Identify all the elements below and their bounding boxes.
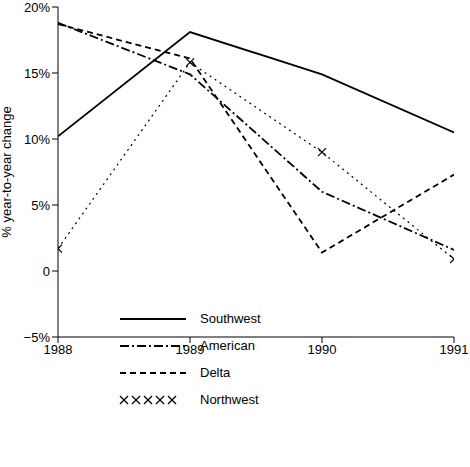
svg-text:5%: 5% xyxy=(31,198,50,213)
html-text:American: American xyxy=(200,338,255,353)
svg-text:% year-to-year change: % year-to-year change xyxy=(8,106,14,238)
html-text:Northwest: Northwest xyxy=(200,392,259,407)
svg-text:20%: 20% xyxy=(24,0,50,15)
svg-text:−5%: −5% xyxy=(24,330,51,345)
svg-text:10%: 10% xyxy=(24,132,50,147)
html-text:Delta: Delta xyxy=(200,365,231,380)
svg-text:15%: 15% xyxy=(24,66,50,81)
svg-text:1989: 1989 xyxy=(176,342,205,357)
svg-text:1988: 1988 xyxy=(43,342,73,358)
svg-text:1990: 1990 xyxy=(308,342,337,357)
svg-text:0: 0 xyxy=(43,264,50,279)
html-text:Southwest: Southwest xyxy=(200,311,261,326)
svg-text:1991: 1991 xyxy=(440,342,462,357)
